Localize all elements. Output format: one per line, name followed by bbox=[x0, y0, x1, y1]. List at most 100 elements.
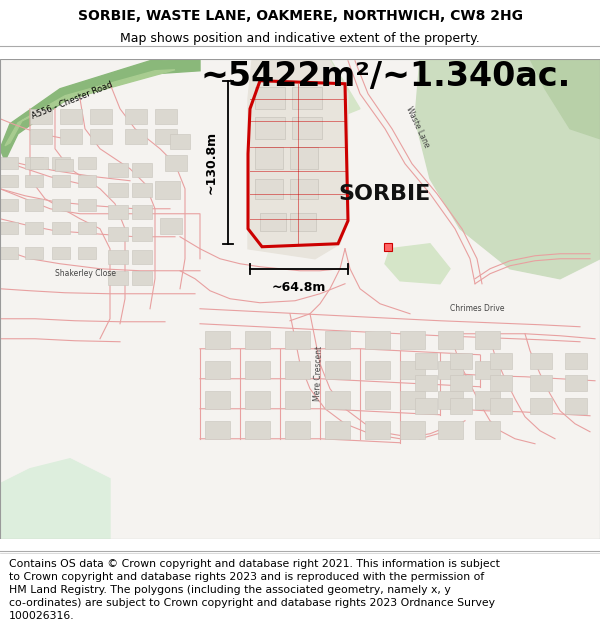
Bar bbox=[255, 117, 285, 139]
Bar bbox=[78, 222, 96, 234]
Text: ~5422m²/~1.340ac.: ~5422m²/~1.340ac. bbox=[200, 60, 570, 93]
Bar bbox=[285, 391, 310, 409]
Bar bbox=[285, 421, 310, 439]
Bar bbox=[108, 250, 128, 264]
Bar bbox=[0, 222, 18, 234]
Bar bbox=[245, 421, 270, 439]
Bar bbox=[475, 391, 500, 409]
Bar bbox=[325, 391, 350, 409]
Bar bbox=[132, 250, 152, 264]
Bar bbox=[108, 162, 128, 177]
Bar bbox=[132, 271, 152, 285]
Bar bbox=[205, 331, 230, 349]
Bar bbox=[132, 205, 152, 219]
Bar bbox=[155, 129, 177, 144]
Text: Contains OS data © Crown copyright and database right 2021. This information is : Contains OS data © Crown copyright and d… bbox=[9, 559, 500, 621]
Bar bbox=[25, 247, 43, 259]
Bar bbox=[400, 361, 425, 379]
Bar bbox=[365, 391, 390, 409]
Bar bbox=[255, 179, 283, 199]
Bar bbox=[255, 87, 285, 109]
Text: SORBIE, WASTE LANE, OAKMERE, NORTHWICH, CW8 2HG: SORBIE, WASTE LANE, OAKMERE, NORTHWICH, … bbox=[77, 9, 523, 23]
Bar bbox=[365, 421, 390, 439]
Bar bbox=[30, 109, 52, 124]
Bar bbox=[292, 87, 322, 109]
Bar bbox=[132, 227, 152, 241]
Bar bbox=[325, 421, 350, 439]
Bar bbox=[205, 391, 230, 409]
Bar bbox=[52, 175, 70, 187]
Polygon shape bbox=[255, 59, 360, 129]
Bar bbox=[438, 391, 463, 409]
Bar bbox=[400, 391, 425, 409]
Bar bbox=[205, 421, 230, 439]
Bar bbox=[108, 182, 128, 197]
Text: Mere Crescent: Mere Crescent bbox=[313, 346, 323, 401]
Bar bbox=[52, 247, 70, 259]
Polygon shape bbox=[0, 59, 200, 161]
Bar bbox=[490, 375, 512, 391]
Bar bbox=[565, 375, 587, 391]
Bar bbox=[78, 247, 96, 259]
Bar bbox=[290, 213, 316, 231]
Bar bbox=[52, 222, 70, 234]
Bar bbox=[400, 421, 425, 439]
Bar bbox=[90, 129, 112, 144]
Bar bbox=[290, 147, 318, 169]
Bar bbox=[60, 129, 82, 144]
Bar bbox=[108, 227, 128, 241]
Bar bbox=[55, 159, 73, 171]
Text: A556 - Chester Road: A556 - Chester Road bbox=[30, 81, 114, 121]
Bar bbox=[125, 129, 147, 144]
Bar bbox=[52, 199, 70, 211]
Text: SORBIE: SORBIE bbox=[339, 184, 431, 204]
Bar bbox=[60, 109, 82, 124]
Bar bbox=[285, 361, 310, 379]
Bar bbox=[415, 352, 437, 369]
Text: Chrimes Drive: Chrimes Drive bbox=[450, 304, 505, 313]
Bar bbox=[25, 199, 43, 211]
Bar bbox=[30, 129, 52, 144]
Bar bbox=[155, 181, 180, 199]
Bar bbox=[325, 331, 350, 349]
Bar bbox=[450, 352, 472, 369]
Bar bbox=[384, 242, 392, 251]
Text: ~64.8m: ~64.8m bbox=[272, 281, 326, 294]
Bar bbox=[0, 175, 18, 187]
Bar bbox=[125, 109, 147, 124]
Bar bbox=[25, 157, 43, 169]
Bar bbox=[325, 361, 350, 379]
Bar bbox=[530, 375, 552, 391]
Bar bbox=[78, 199, 96, 211]
Bar bbox=[245, 331, 270, 349]
Bar bbox=[255, 147, 283, 169]
Polygon shape bbox=[530, 59, 600, 139]
Polygon shape bbox=[415, 59, 600, 279]
Polygon shape bbox=[248, 61, 348, 259]
Bar bbox=[450, 398, 472, 414]
Bar bbox=[450, 375, 472, 391]
Bar bbox=[260, 213, 286, 231]
Bar bbox=[490, 352, 512, 369]
Bar bbox=[25, 222, 43, 234]
Bar bbox=[205, 361, 230, 379]
Bar bbox=[475, 361, 500, 379]
Bar bbox=[400, 331, 425, 349]
Bar bbox=[245, 361, 270, 379]
Bar bbox=[475, 421, 500, 439]
Bar bbox=[132, 182, 152, 197]
Bar bbox=[160, 217, 182, 234]
Bar bbox=[108, 271, 128, 285]
Bar bbox=[530, 352, 552, 369]
Polygon shape bbox=[0, 459, 110, 539]
Bar bbox=[438, 421, 463, 439]
Bar bbox=[245, 391, 270, 409]
Bar bbox=[475, 331, 500, 349]
Bar bbox=[0, 199, 18, 211]
Bar bbox=[30, 157, 48, 169]
Bar bbox=[132, 162, 152, 177]
Polygon shape bbox=[385, 244, 450, 284]
Bar bbox=[170, 134, 190, 149]
Bar bbox=[78, 175, 96, 187]
Text: Map shows position and indicative extent of the property.: Map shows position and indicative extent… bbox=[120, 32, 480, 46]
